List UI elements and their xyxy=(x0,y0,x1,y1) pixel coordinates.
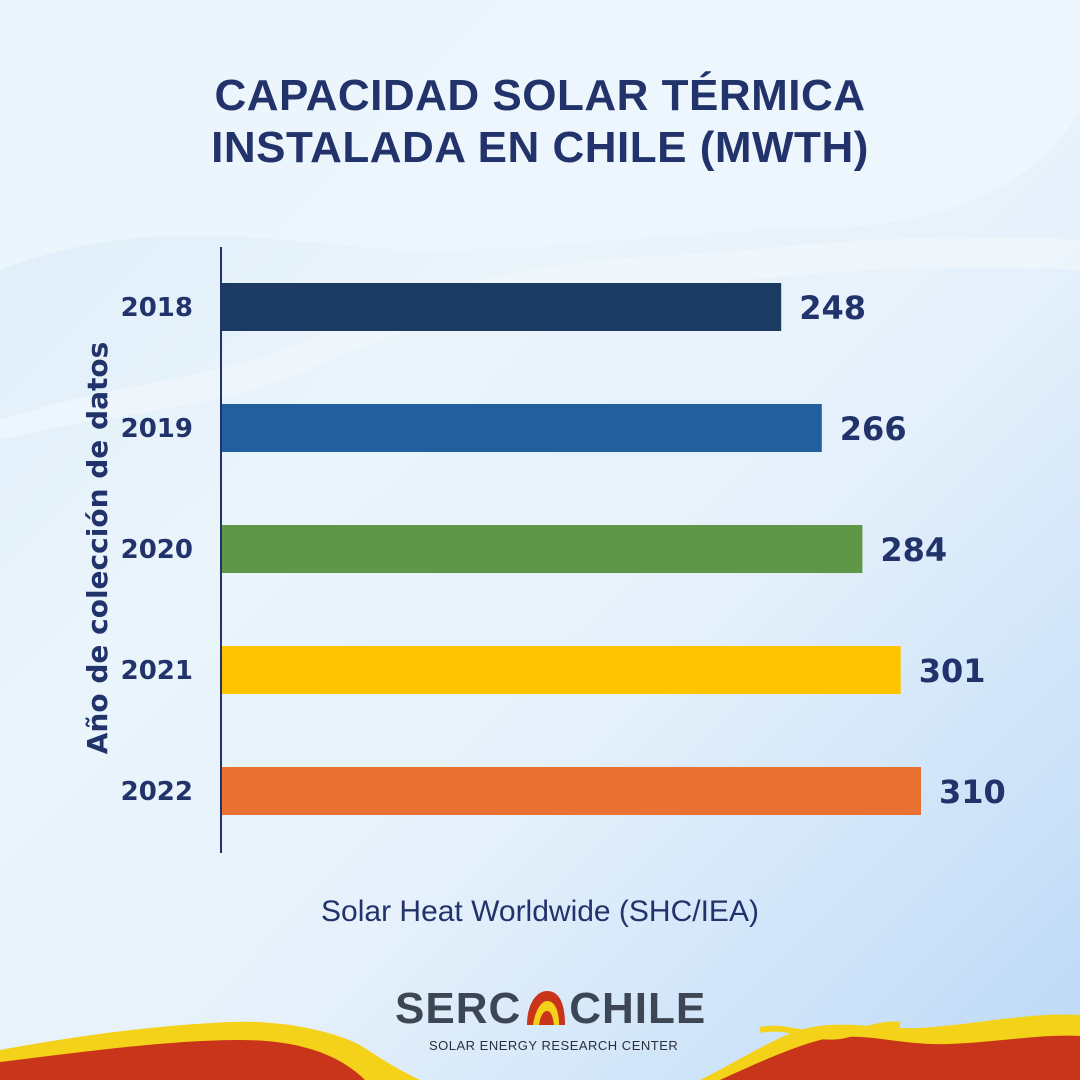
category-label-2019: 2019 xyxy=(121,414,193,444)
value-label-2020: 284 xyxy=(880,531,947,569)
sun-icon xyxy=(527,991,566,1025)
bar-2019 xyxy=(222,404,822,452)
y-axis-label: Año de colección de datos xyxy=(81,342,114,755)
category-label-2020: 2020 xyxy=(121,535,193,565)
bar-2021 xyxy=(222,646,901,694)
value-label-2018: 248 xyxy=(799,289,866,327)
value-label-2022: 310 xyxy=(939,773,1006,811)
value-label-2019: 266 xyxy=(840,410,907,448)
serc-chile-logo: SERC CHILE SOLAR ENERGY RESEARCH CENTER xyxy=(395,984,705,1060)
page-title: CAPACIDAD SOLAR TÉRMICA INSTALADA EN CHI… xyxy=(0,70,1080,174)
category-label-2022: 2022 xyxy=(121,777,193,807)
bar-2022 xyxy=(222,767,921,815)
source-note: Solar Heat Worldwide (SHC/IEA) xyxy=(321,895,759,928)
category-label-2018: 2018 xyxy=(121,293,193,323)
bars-group: 2018 248 2019 266 2020 284 2021 301 2022 310 xyxy=(121,283,1006,815)
bar-2018 xyxy=(222,283,782,331)
bar-2020 xyxy=(222,525,863,573)
logo-wordmark: SERC CHILE xyxy=(395,984,705,1033)
title-line-1: CAPACIDAD SOLAR TÉRMICA xyxy=(214,71,866,120)
value-label-2021: 301 xyxy=(919,652,986,690)
logo-right-text: CHILE xyxy=(569,984,707,1033)
logo-subtitle: SOLAR ENERGY RESEARCH CENTER xyxy=(429,1038,679,1053)
category-label-2021: 2021 xyxy=(121,656,193,686)
logo-left-text: SERC xyxy=(395,984,522,1033)
title-line-2: INSTALADA EN CHILE (MWTH) xyxy=(211,123,869,172)
